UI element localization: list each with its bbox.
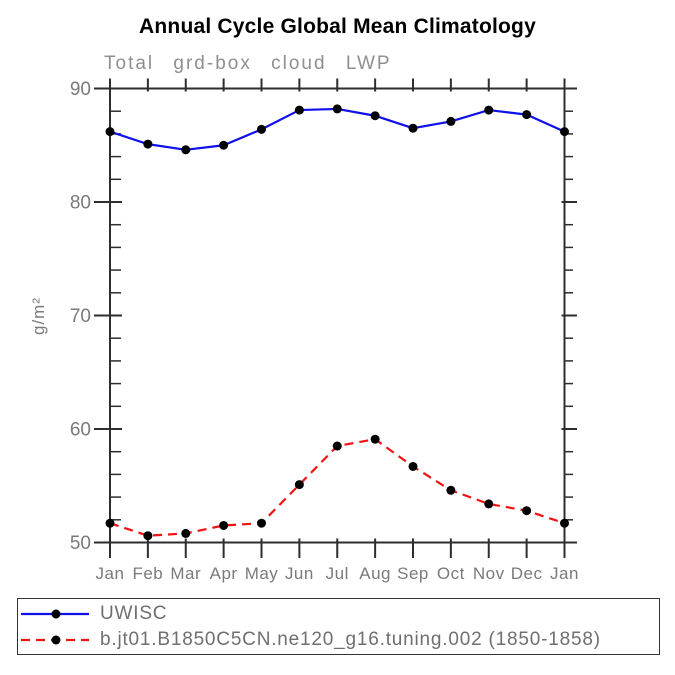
series-marker-0: [257, 124, 266, 134]
y-tick-label: 70: [70, 306, 91, 327]
series-marker-0: [181, 145, 191, 155]
x-tick-label: Jun: [285, 564, 314, 583]
y-tick-label: 50: [70, 533, 91, 554]
x-tick-label: Aug: [359, 564, 391, 583]
series-marker-0: [560, 127, 569, 137]
series-marker-1: [332, 441, 342, 451]
x-tick-label: Nov: [473, 564, 505, 583]
x-tick-label: Apr: [210, 564, 238, 583]
legend-entry-0: UWISC: [21, 601, 167, 627]
plot-frame: [109, 87, 566, 544]
series-marker-0: [219, 140, 229, 150]
x-tick-label: Sep: [397, 564, 429, 583]
x-tick-label: Jul: [326, 564, 349, 583]
series-marker-1: [522, 506, 532, 516]
series-marker-0: [522, 110, 532, 120]
y-tick-label: 90: [70, 79, 91, 100]
x-tick-label: Feb: [132, 564, 163, 583]
legend-box: UWISC b.jt01.B1850C5CN.ne120_g16.tuning.0…: [17, 598, 660, 655]
x-tick-label: Mar: [170, 564, 201, 583]
legend-entry-1: b.jt01.B1850C5CN.ne120_g16.tuning.002 (1…: [21, 627, 601, 653]
series-marker-1: [370, 434, 380, 444]
series-marker-0: [484, 105, 494, 115]
legend-label: UWISC: [100, 603, 168, 624]
x-tick-label: Jan: [96, 564, 125, 583]
series-marker-1: [408, 461, 418, 471]
x-tick-label: May: [245, 564, 279, 583]
series-marker-0: [408, 123, 418, 133]
chart-title: Annual Cycle Global Mean Climatology: [139, 15, 536, 38]
y-tick-label: 60: [70, 420, 91, 441]
series-marker-1: [484, 499, 494, 509]
series-marker-0: [332, 104, 342, 114]
series-marker-0: [446, 116, 456, 126]
y-axis-title: g/m²: [29, 297, 48, 335]
x-tick-label: Dec: [511, 564, 543, 583]
chart-subtitle: Total grd-box cloud LWP: [104, 53, 392, 74]
series-marker-0: [294, 105, 304, 115]
x-tick-label: Oct: [437, 564, 465, 583]
series-marker-1: [294, 480, 304, 490]
series-marker-1: [446, 485, 456, 495]
series-marker-1: [143, 531, 153, 541]
series-marker-0: [105, 127, 115, 137]
series-marker-1: [181, 528, 191, 538]
x-tick-label: Jan: [550, 564, 579, 583]
y-tick-label: 80: [70, 193, 91, 214]
series-line-1: [109, 438, 565, 537]
plot-area: 50 60 70 80 90 Jan Feb Mar Apr May Jun Jul Aug Sep Oct…: [29, 78, 579, 583]
series-marker-1: [560, 518, 569, 528]
legend-label: b.jt01.B1850C5CN.ne120_g16.tuning.002 (1…: [100, 629, 601, 650]
legend-swatch-dashed-line-icon: [21, 635, 89, 645]
series-marker-0: [370, 111, 380, 121]
series-marker-1: [257, 518, 266, 528]
series-marker-0: [143, 139, 153, 149]
legend-swatch-solid-line-icon: [21, 609, 89, 619]
series-marker-1: [219, 520, 229, 530]
series-marker-1: [105, 518, 115, 528]
series-line-0: [109, 107, 565, 151]
